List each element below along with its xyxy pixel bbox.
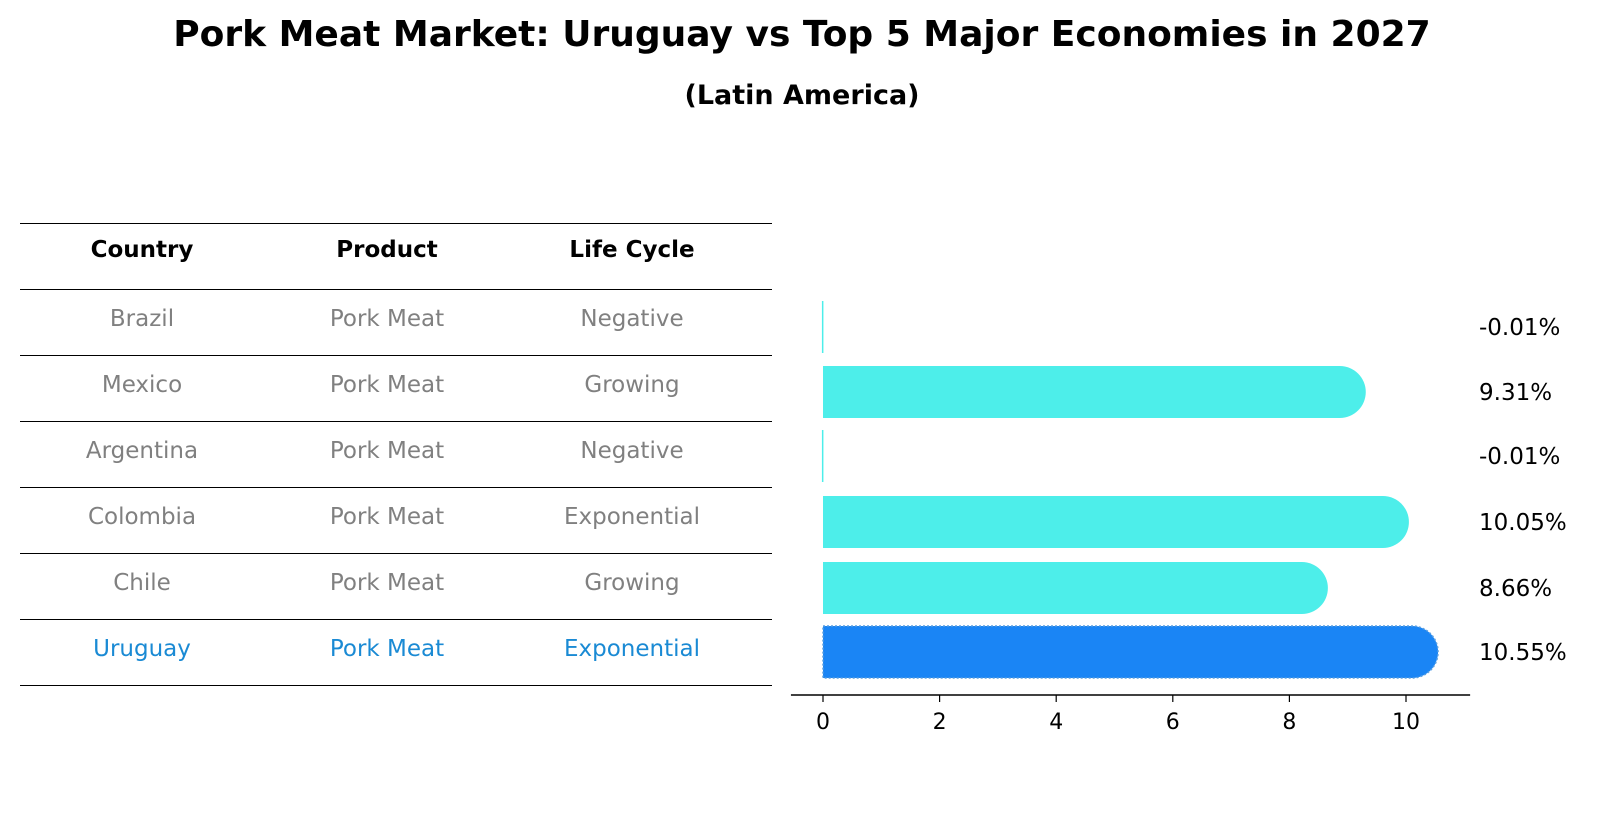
table-rule <box>20 685 772 686</box>
column-header-life-cycle: Life Cycle <box>569 237 695 263</box>
table-cell-country: Mexico <box>101 372 183 398</box>
chart-subtitle: (Latin America) <box>684 80 920 111</box>
table-cell-product: Pork Meat <box>329 504 445 530</box>
data-label: 8.66% <box>1479 576 1552 602</box>
table-cell-product: Pork Meat <box>329 372 445 398</box>
bar <box>822 625 1439 679</box>
data-label: 10.55% <box>1479 640 1567 666</box>
table-rule <box>20 487 772 488</box>
table-rule <box>20 553 772 554</box>
column-header-product: Product <box>336 237 438 263</box>
bar <box>823 562 1328 614</box>
table-cell-life-cycle: Exponential <box>563 504 700 530</box>
table-cell-country: Uruguay <box>93 636 191 662</box>
x-tick-label: 6 <box>1166 710 1180 735</box>
data-label: 9.31% <box>1479 380 1552 406</box>
table-cell-life-cycle: Exponential <box>563 636 700 662</box>
bar <box>821 430 824 482</box>
data-label: -0.01% <box>1479 444 1560 470</box>
x-tick-label: 2 <box>933 710 947 735</box>
table-cell-country: Colombia <box>87 504 197 530</box>
bar <box>821 301 824 353</box>
bar <box>823 496 1409 548</box>
chart-title: Pork Meat Market: Uruguay vs Top 5 Major… <box>173 14 1431 55</box>
table-rule <box>20 289 772 290</box>
table-cell-country: Chile <box>113 570 171 596</box>
x-tick-label: 8 <box>1282 710 1296 735</box>
table-cell-country: Brazil <box>109 306 175 332</box>
table-rule <box>20 223 772 224</box>
bar <box>823 366 1366 418</box>
table-cell-product: Pork Meat <box>329 570 445 596</box>
x-tick-label: 10 <box>1392 710 1420 735</box>
table-cell-life-cycle: Growing <box>584 372 680 398</box>
table-cell-life-cycle: Negative <box>580 306 684 332</box>
table-cell-product: Pork Meat <box>329 636 445 662</box>
table-cell-product: Pork Meat <box>329 438 445 464</box>
x-tick-label: 0 <box>816 710 830 735</box>
column-header-country: Country <box>90 237 194 263</box>
table-cell-life-cycle: Growing <box>584 570 680 596</box>
data-label: -0.01% <box>1479 315 1560 341</box>
table-rule <box>20 421 772 422</box>
data-label: 10.05% <box>1479 510 1567 536</box>
table-rule <box>20 619 772 620</box>
x-tick-label: 4 <box>1049 710 1063 735</box>
table-cell-product: Pork Meat <box>329 306 445 332</box>
table-rule <box>20 355 772 356</box>
table-cell-country: Argentina <box>85 438 199 464</box>
table-cell-life-cycle: Negative <box>580 438 684 464</box>
